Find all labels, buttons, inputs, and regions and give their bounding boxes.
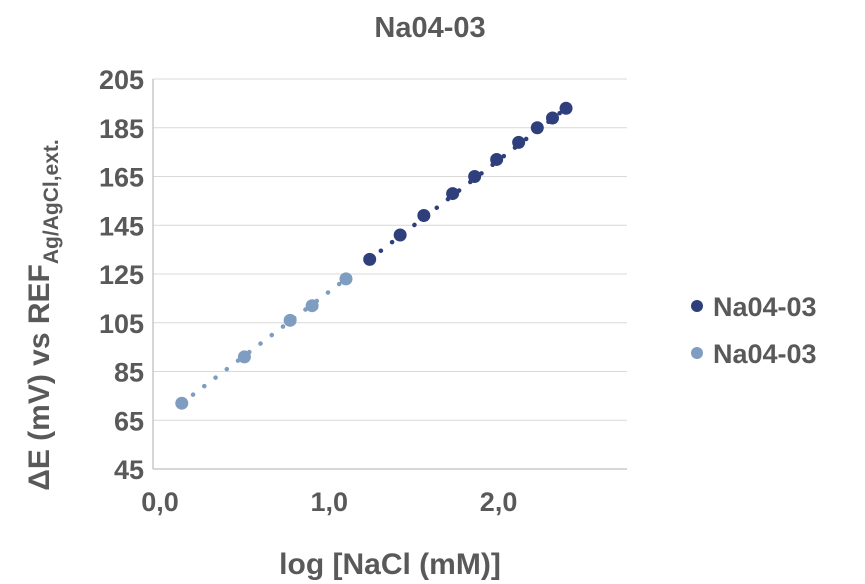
legend: Na04-03 Na04-03 [691, 292, 817, 369]
x-axis-ticks: 0,0 1,0 2,0 [141, 487, 517, 517]
data-point [393, 228, 407, 242]
y-tick-label: 205 [99, 65, 144, 95]
data-point [468, 170, 482, 183]
y-tick-label: 145 [99, 211, 144, 241]
y-axis-title-subscript: Ag/AgCl,ext. [40, 139, 63, 264]
data-point [446, 187, 460, 201]
data-point [417, 209, 431, 222]
y-tick-label: 85 [114, 358, 144, 388]
x-tick-label: 2,0 [480, 487, 518, 517]
y-axis-title-text: ΔE (mV) vs REFAg/AgCl,ext. [23, 139, 63, 490]
y-axis-title: ΔE (mV) vs REFAg/AgCl,ext. [23, 139, 63, 490]
data-point [305, 299, 319, 313]
legend-marker [691, 347, 703, 359]
legend-label: Na04-03 [713, 292, 817, 322]
y-tick-label: 105 [99, 309, 144, 339]
y-tick-label: 65 [114, 406, 144, 436]
legend-marker [691, 300, 703, 312]
y-tick-label: 45 [114, 455, 144, 485]
data-point [530, 121, 544, 135]
legend-label: Na04-03 [713, 339, 817, 369]
x-tick-label: 0,0 [141, 487, 179, 517]
data-point [546, 111, 560, 125]
y-tick-label: 185 [99, 114, 144, 144]
data-point [175, 396, 189, 410]
data-point [512, 135, 526, 149]
x-tick-label: 1,0 [311, 487, 349, 517]
data-point [363, 252, 377, 266]
chart-title: Na04-03 [374, 12, 485, 44]
trendline [179, 276, 349, 406]
gridlines [152, 78, 627, 470]
y-tick-label: 125 [99, 260, 144, 290]
y-tick-label: 165 [99, 163, 144, 193]
data-point [490, 152, 504, 166]
y-axis-title-main: ΔE (mV) vs REF [23, 264, 56, 491]
data-point [339, 272, 353, 286]
y-axis-ticks: 45 65 85 105 125 145 165 185 205 [99, 65, 144, 485]
data-point [237, 350, 251, 364]
data-point [559, 101, 573, 115]
x-axis-title: log [NaCl (mM)] [279, 548, 501, 581]
data-points [175, 101, 573, 410]
data-point [283, 313, 297, 327]
